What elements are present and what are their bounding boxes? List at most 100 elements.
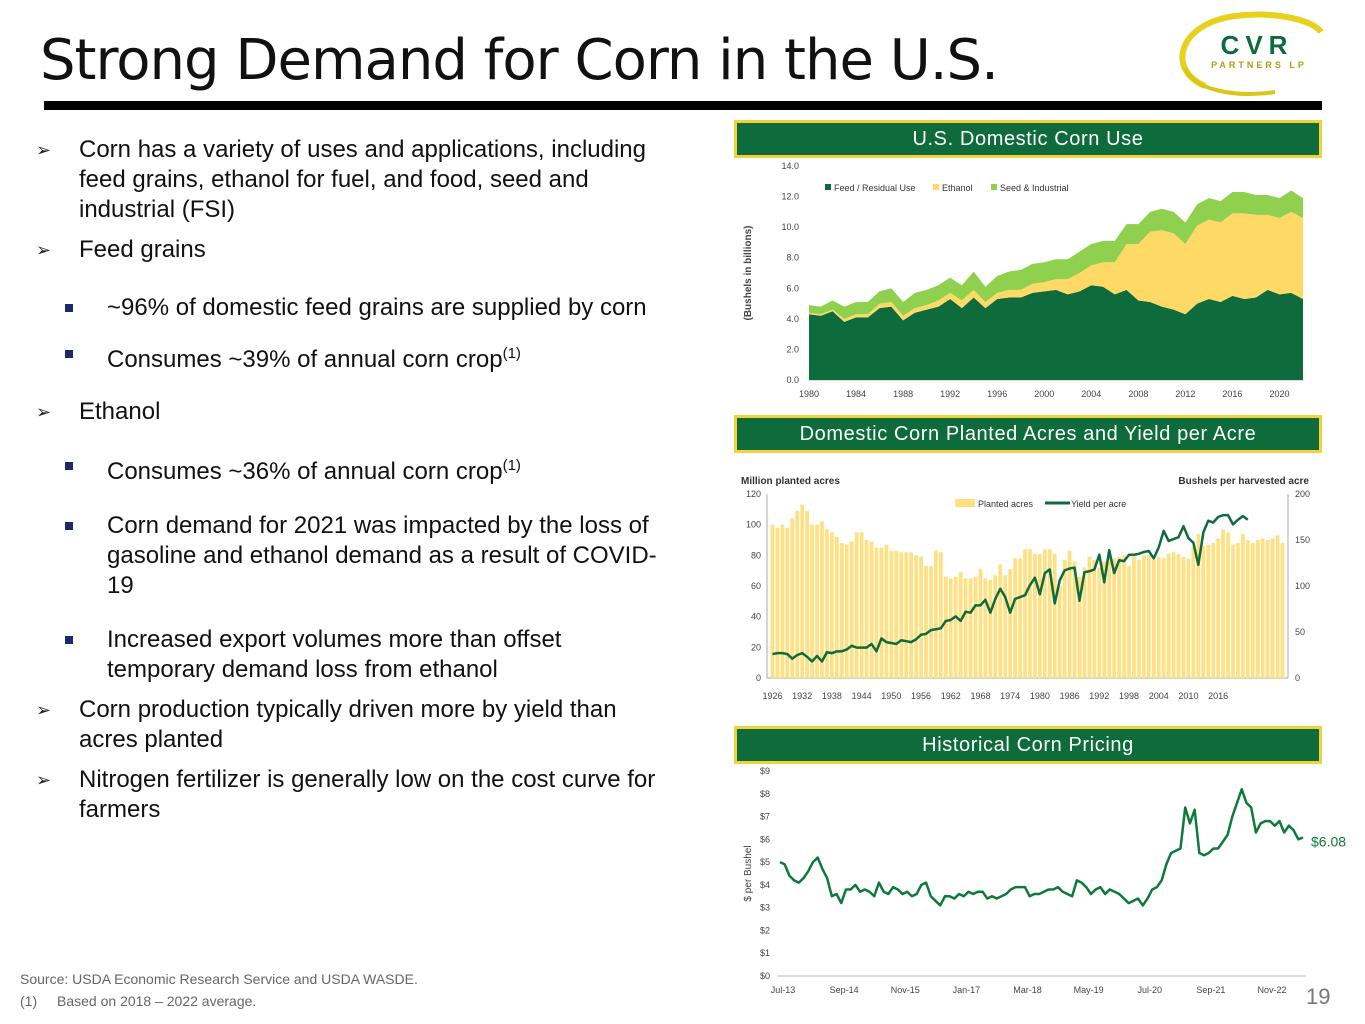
bar-planted-acres <box>1008 569 1013 678</box>
bullet-item: ➢ Nitrogen fertilizer is generally low on… <box>36 765 676 825</box>
bar-planted-acres <box>854 532 859 678</box>
bar-planted-acres <box>948 578 953 678</box>
bar-planted-acres <box>1122 555 1126 678</box>
bar-planted-acres <box>805 510 810 678</box>
y-tick-label: 2.0 <box>786 344 799 354</box>
x-tick-label: Sep-14 <box>830 985 859 995</box>
logo-word: CVR <box>1221 30 1294 60</box>
bar-planted-acres <box>983 578 988 678</box>
bar-planted-acres <box>1112 558 1117 678</box>
x-tick-label: 1932 <box>792 691 812 701</box>
bar-planted-acres <box>1033 553 1037 678</box>
sub-bullet-item: Corn demand for 2021 was impacted by the… <box>36 511 676 601</box>
sub-bullet-item: Increased export volumes more than offse… <box>36 625 676 685</box>
legend-swatch <box>991 184 997 190</box>
bar-planted-acres <box>1028 549 1032 678</box>
bar-planted-acres <box>1067 550 1072 678</box>
bar-planted-acres <box>849 541 854 678</box>
bar-planted-acres <box>810 524 814 678</box>
bullet-list: ➢ Corn has a variety of uses and applicat… <box>36 135 676 825</box>
bar-planted-acres <box>795 510 800 678</box>
x-tick-label: 1956 <box>911 691 931 701</box>
bar-planted-acres <box>894 550 899 678</box>
bar-planted-acres <box>1082 567 1087 678</box>
bar-planted-acres <box>1052 553 1057 678</box>
x-tick-label: 2016 <box>1208 691 1228 701</box>
bar-planted-acres <box>839 543 844 678</box>
legend-label: Seed & Industrial <box>1000 183 1069 193</box>
y-tick-label: $1 <box>760 948 770 958</box>
x-tick-label: Sep-21 <box>1196 985 1225 995</box>
left-tick-label: 120 <box>746 489 761 499</box>
y-tick-label: 0.0 <box>786 375 799 385</box>
bar-planted-acres <box>859 532 864 678</box>
arrow-bullet-icon: ➢ <box>36 770 52 790</box>
bullet-text: Corn production typically driven more by… <box>79 696 617 753</box>
bar-planted-acres <box>914 555 918 678</box>
arrow-bullet-icon: ➢ <box>36 700 52 720</box>
bar-planted-acres <box>1255 540 1260 678</box>
y-tick-label: $3 <box>760 903 770 913</box>
bar-planted-acres <box>1092 559 1097 678</box>
y-tick-label: 4.0 <box>786 314 799 324</box>
x-tick-label: 2000 <box>1034 389 1054 399</box>
bar-planted-acres <box>1062 559 1067 678</box>
bullet-item: ➢ Feed grains <box>36 235 676 265</box>
right-axis-label: Bushels per harvested acre <box>1178 476 1309 487</box>
right-tick-label: 0 <box>1295 673 1300 683</box>
y-axis-label: $ per Bushel <box>743 845 754 901</box>
bullet-item: ➢ Corn production typically driven more b… <box>36 695 676 755</box>
bar-planted-acres <box>958 572 963 678</box>
bar-planted-acres <box>1206 544 1211 678</box>
end-value-label: $6.08 <box>1311 834 1346 850</box>
x-tick-label: 2004 <box>1149 691 1169 701</box>
bar-planted-acres <box>884 544 889 678</box>
footnote-ref: (1) <box>502 457 521 474</box>
left-tick-label: 40 <box>751 612 761 622</box>
bar-planted-acres <box>998 564 1003 678</box>
page-title: Strong Demand for Corn in the U.S. <box>40 28 999 93</box>
x-tick-label: 1950 <box>881 691 901 701</box>
bar-planted-acres <box>1132 555 1136 678</box>
bar-planted-acres <box>953 576 958 678</box>
right-tick-label: 100 <box>1295 581 1310 591</box>
bar-planted-acres <box>825 529 829 678</box>
bar-planted-acres <box>1270 538 1275 678</box>
bar-planted-acres <box>1087 556 1092 678</box>
bar-planted-acres <box>820 521 824 678</box>
bar-planted-acres <box>1260 538 1265 678</box>
square-bullet-icon <box>65 304 73 312</box>
x-tick-label: 1998 <box>1119 691 1139 701</box>
sub-bullet-item: Consumes ~36% of annual corn crop(1) <box>36 451 676 487</box>
bar-planted-acres <box>968 578 973 678</box>
bar-planted-acres <box>879 547 884 678</box>
bar-planted-acres <box>1057 586 1062 678</box>
x-tick-label: Nov-22 <box>1257 985 1286 995</box>
y-tick-label: $7 <box>760 812 770 822</box>
bar-planted-acres <box>943 576 948 678</box>
left-tick-label: 80 <box>751 550 761 560</box>
footnote-ref: (1) <box>502 345 521 362</box>
line-yield-per-acre <box>772 513 1249 663</box>
x-tick-label: 1980 <box>799 389 819 399</box>
bar-planted-acres <box>1117 556 1121 678</box>
left-tick-label: 100 <box>746 520 761 530</box>
planted-acres-yield-chart: Million planted acres Bushels per harvest… <box>741 476 1310 701</box>
legend-label: Ethanol <box>942 183 973 193</box>
bullet-text: Corn demand for 2021 was impacted by the… <box>107 512 657 599</box>
bar-planted-acres <box>1191 546 1196 678</box>
bar-planted-acres <box>874 547 879 678</box>
legend-swatch-acres <box>955 499 975 507</box>
y-tick-label: 10.0 <box>781 222 799 232</box>
x-tick-label: 2016 <box>1222 389 1242 399</box>
x-tick-label: 1968 <box>970 691 990 701</box>
chart2-header: Domestic Corn Planted Acres and Yield pe… <box>734 415 1322 453</box>
y-tick-label: 14.0 <box>781 161 799 171</box>
bar-planted-acres <box>869 541 874 678</box>
x-tick-label: 1962 <box>941 691 961 701</box>
bar-planted-acres <box>775 527 780 678</box>
bar-planted-acres <box>934 550 938 678</box>
legend-swatch <box>933 184 939 190</box>
bar-planted-acres <box>978 569 983 678</box>
bar-planted-acres <box>1211 543 1216 678</box>
